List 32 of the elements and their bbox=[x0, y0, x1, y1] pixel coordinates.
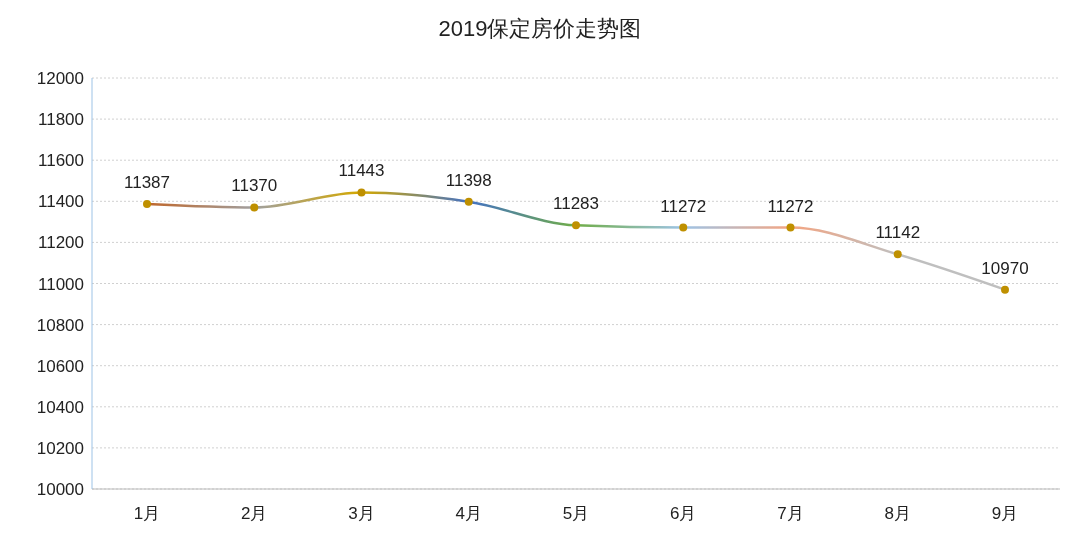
data-label: 11370 bbox=[231, 176, 278, 196]
data-label: 11443 bbox=[338, 161, 385, 181]
data-label: 11387 bbox=[123, 172, 171, 192]
x-tick-label: 7月 bbox=[777, 504, 804, 524]
point bbox=[357, 188, 366, 197]
x-tick-label: 2月 bbox=[241, 504, 268, 524]
y-tick-label: 10200 bbox=[36, 438, 84, 458]
y-tick-label: 12000 bbox=[36, 69, 84, 89]
x-tick-label: 8月 bbox=[884, 504, 911, 524]
y-tick-label: 10400 bbox=[36, 397, 84, 417]
x-tick-label: 3月 bbox=[348, 504, 375, 524]
y-tick-label: 11800 bbox=[37, 110, 84, 130]
y-tick-label: 11400 bbox=[37, 192, 84, 212]
x-tick-label: 6月 bbox=[670, 504, 697, 524]
y-tick-label: 11000 bbox=[37, 274, 84, 294]
x-tick-label: 4月 bbox=[455, 504, 482, 524]
data-label: 10970 bbox=[981, 258, 1029, 278]
x-tick-label: 9月 bbox=[991, 504, 1019, 524]
data-label: 11283 bbox=[552, 194, 600, 214]
data-label: 11272 bbox=[767, 196, 814, 216]
y-tick-label: 11600 bbox=[37, 151, 84, 171]
data-label: 11272 bbox=[660, 196, 707, 216]
chart-title: 2019保定房价走势图 bbox=[437, 15, 643, 43]
x-tick-label: 1月 bbox=[133, 504, 161, 524]
y-tick-label: 11200 bbox=[37, 233, 84, 253]
x-tick-label: 5月 bbox=[562, 504, 590, 524]
y-tick-label: 10000 bbox=[36, 480, 84, 500]
y-tick-label: 10800 bbox=[36, 315, 84, 335]
y-tick-label: 10600 bbox=[36, 356, 84, 376]
point bbox=[143, 199, 151, 208]
data-label: 11398 bbox=[445, 170, 492, 190]
data-label: 11142 bbox=[875, 223, 921, 243]
